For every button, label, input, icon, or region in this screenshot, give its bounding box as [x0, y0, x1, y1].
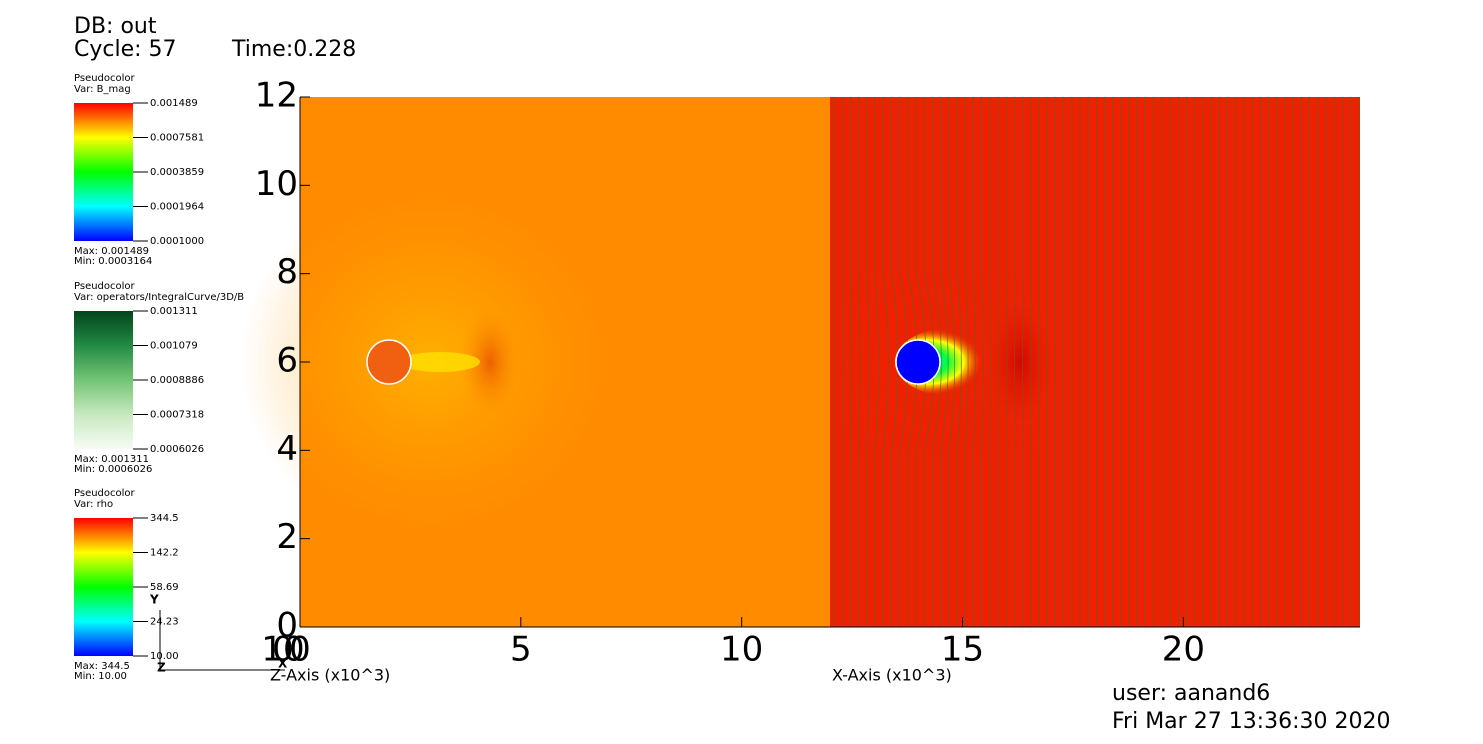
- date-label: Fri Mar 27 13:36:30 2020: [1112, 709, 1390, 734]
- streamline: [964, 97, 969, 627]
- colorbar-label: 0.0008886: [150, 375, 204, 386]
- y-tick-label: 12: [255, 76, 298, 116]
- colorbar-label: 0.0001000: [150, 236, 204, 247]
- legend-max: Max: 0.001489: [74, 246, 149, 257]
- colorbar-label: 0.0007318: [150, 410, 204, 421]
- colorbar-label: 24.23: [150, 617, 179, 628]
- x-tick-label: 20: [1162, 630, 1205, 670]
- colorbar: [74, 311, 133, 449]
- colorbar-label: 0.001311: [150, 306, 198, 317]
- obstacle: [366, 339, 412, 385]
- streamline: [858, 97, 861, 627]
- streamline: [874, 97, 879, 627]
- legend-plot-type: Pseudocolor: [74, 488, 136, 499]
- streamline: [948, 97, 956, 627]
- triad-label: X: [278, 657, 288, 671]
- streamline: [882, 97, 889, 627]
- colorbar-label: 0.0001964: [150, 202, 204, 213]
- x-tick-label: 0: [289, 630, 311, 670]
- y-tick-label: 2: [276, 517, 298, 557]
- colorbar-label: 344.5: [150, 513, 179, 524]
- legend-var: Var: rho: [74, 499, 113, 510]
- triad-label: Y: [149, 593, 159, 607]
- db-label: DB: out: [74, 14, 157, 39]
- colorbar-label: 10.00: [150, 651, 179, 662]
- streamline: [850, 97, 852, 627]
- colorbar-label: 0.0007581: [150, 133, 204, 144]
- legend-plot-type: Pseudocolor: [74, 281, 136, 292]
- colorbar-label: 142.2: [150, 548, 179, 559]
- streamline: [989, 97, 991, 627]
- field-wake: [985, 292, 1055, 432]
- user-label: user: aanand6: [1112, 681, 1270, 706]
- x-tick-label: 10: [720, 630, 763, 670]
- x-axis-title: X-Axis (x10^3): [832, 666, 952, 685]
- y-tick-label: 10: [255, 164, 298, 204]
- legend-plot-type: Pseudocolor: [74, 73, 136, 84]
- streamline: [932, 97, 942, 627]
- colorbar-label: 0.001079: [150, 341, 198, 352]
- legend-min: Min: 0.0003164: [74, 256, 152, 267]
- field-jet: [400, 352, 480, 372]
- legend-max: Max: 344.5: [74, 661, 130, 672]
- x-tick-label: 5: [510, 630, 532, 670]
- colorbar-label: 58.69: [150, 582, 179, 593]
- y-tick-label: 0: [276, 606, 298, 646]
- legend-min: Min: 0.0006026: [74, 464, 152, 475]
- legend-var: Var: B_mag: [74, 84, 131, 95]
- y-tick-label: 6: [276, 341, 298, 381]
- streamline: [973, 97, 976, 627]
- cycle-label: Cycle: 57: [74, 37, 177, 62]
- z-tick-label: 10: [261, 630, 304, 670]
- legend-max: Max: 0.001311: [74, 454, 149, 465]
- streamline: [940, 97, 949, 627]
- y-tick-label: 4: [276, 429, 298, 469]
- field-wake: [460, 307, 520, 417]
- y-tick-label: 8: [276, 252, 298, 292]
- x-axis-title: Z-Axis (x10^3): [270, 666, 390, 685]
- time-label: Time:0.228: [231, 37, 356, 62]
- colorbar-label: 0.0006026: [150, 444, 204, 455]
- legend-var: Var: operators/IntegralCurve/3D/B: [74, 292, 244, 303]
- streamline: [981, 97, 984, 627]
- colorbar-label: 0.001489: [150, 98, 198, 109]
- legend-min: Min: 10.00: [74, 671, 127, 682]
- colorbar: [74, 103, 133, 241]
- streamline: [956, 97, 962, 627]
- x-tick-label: 15: [941, 630, 984, 670]
- streamline: [866, 97, 870, 627]
- colorbar: [74, 518, 133, 656]
- colorbar-label: 0.0003859: [150, 167, 204, 178]
- z-tick-label: 0: [272, 630, 294, 670]
- triad-label: Z: [157, 661, 166, 675]
- obstacle: [895, 339, 941, 385]
